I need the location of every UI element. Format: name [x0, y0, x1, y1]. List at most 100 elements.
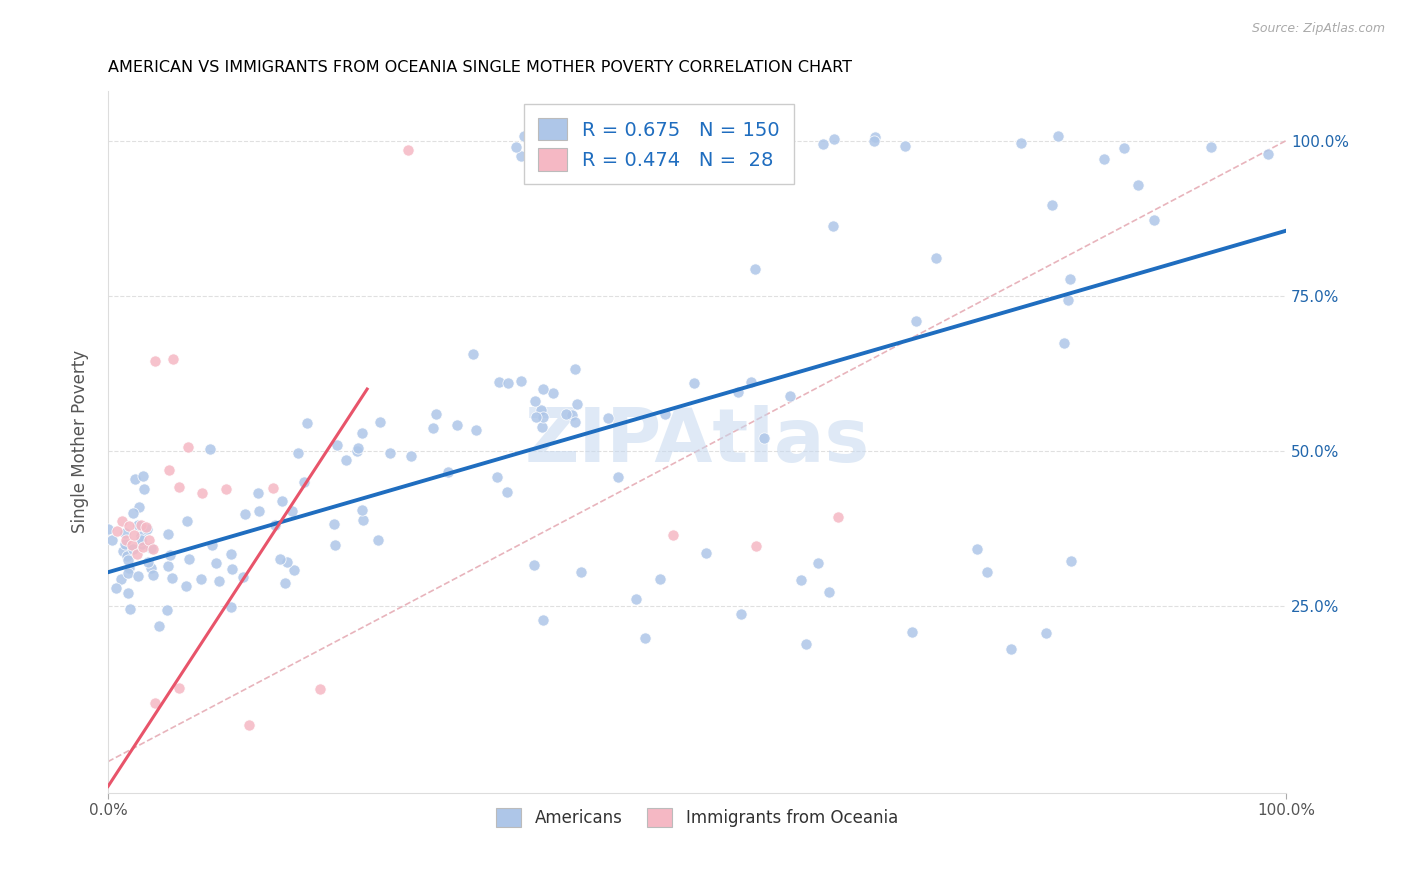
Point: [1010, 136, 1032, 150]
Point: [380, 446, 402, 460]
Point: [97, 522, 120, 536]
Point: [634, 632, 657, 646]
Point: [1040, 197, 1063, 211]
Point: [796, 637, 818, 651]
Point: [323, 517, 346, 532]
Text: AMERICAN VS IMMIGRANTS FROM OCEANIA SINGLE MOTHER POVERTY CORRELATION CHART: AMERICAN VS IMMIGRANTS FROM OCEANIA SING…: [108, 60, 852, 75]
Point: [437, 466, 460, 480]
Point: [135, 520, 157, 534]
Text: Source: ZipAtlas.com: Source: ZipAtlas.com: [1251, 22, 1385, 36]
Point: [976, 565, 998, 579]
Point: [465, 423, 488, 437]
Point: [335, 453, 357, 467]
Point: [495, 485, 517, 500]
Point: [347, 441, 370, 455]
Point: [148, 619, 170, 633]
Point: [488, 375, 510, 389]
Point: [399, 449, 422, 463]
Point: [276, 555, 298, 569]
Point: [1128, 178, 1150, 192]
Point: [740, 375, 762, 389]
Point: [121, 538, 143, 552]
Point: [159, 548, 181, 562]
Point: [463, 347, 485, 361]
Point: [131, 537, 153, 551]
Point: [177, 440, 200, 454]
Point: [208, 574, 231, 588]
Point: [350, 503, 373, 517]
Point: [744, 261, 766, 276]
Point: [446, 417, 468, 432]
Point: [564, 415, 586, 429]
Point: [1143, 213, 1166, 227]
Point: [117, 586, 139, 600]
Point: [157, 463, 180, 477]
Text: ZIPAtlas: ZIPAtlas: [524, 405, 869, 478]
Point: [1201, 140, 1223, 154]
Point: [201, 538, 224, 552]
Point: [114, 537, 136, 551]
Point: [136, 522, 159, 536]
Point: [350, 425, 373, 440]
Point: [177, 552, 200, 566]
Point: [264, 517, 287, 532]
Point: [219, 547, 242, 561]
Point: [246, 486, 269, 500]
Point: [221, 600, 243, 615]
Point: [530, 419, 553, 434]
Point: [309, 681, 332, 696]
Point: [174, 579, 197, 593]
Point: [233, 508, 256, 522]
Point: [730, 607, 752, 621]
Point: [672, 139, 695, 153]
Point: [117, 553, 139, 567]
Point: [138, 533, 160, 548]
Point: [132, 541, 155, 555]
Point: [160, 571, 183, 585]
Point: [283, 563, 305, 577]
Point: [121, 506, 143, 520]
Point: [823, 131, 845, 145]
Point: [368, 415, 391, 429]
Point: [1046, 128, 1069, 143]
Point: [110, 572, 132, 586]
Point: [900, 625, 922, 640]
Point: [127, 518, 149, 533]
Point: [811, 137, 834, 152]
Point: [531, 410, 554, 425]
Point: [779, 389, 801, 403]
Point: [561, 409, 583, 423]
Point: [1057, 293, 1080, 307]
Point: [346, 444, 368, 458]
Point: [326, 438, 349, 452]
Point: [111, 514, 134, 528]
Point: [105, 582, 128, 596]
Point: [292, 475, 315, 489]
Point: [118, 519, 141, 533]
Point: [626, 143, 648, 157]
Point: [485, 469, 508, 483]
Point: [496, 376, 519, 390]
Point: [118, 602, 141, 616]
Point: [531, 382, 554, 396]
Point: [156, 559, 179, 574]
Point: [132, 468, 155, 483]
Point: [295, 417, 318, 431]
Point: [863, 129, 886, 144]
Point: [543, 386, 565, 401]
Point: [396, 143, 419, 157]
Point: [1094, 152, 1116, 166]
Point: [122, 528, 145, 542]
Point: [143, 697, 166, 711]
Point: [128, 500, 150, 514]
Point: [127, 547, 149, 561]
Point: [1114, 141, 1136, 155]
Y-axis label: Single Mother Poverty: Single Mother Poverty: [72, 351, 89, 533]
Point: [745, 539, 768, 553]
Point: [754, 431, 776, 445]
Point: [894, 138, 917, 153]
Point: [323, 537, 346, 551]
Point: [596, 410, 619, 425]
Point: [134, 482, 156, 496]
Point: [523, 394, 546, 409]
